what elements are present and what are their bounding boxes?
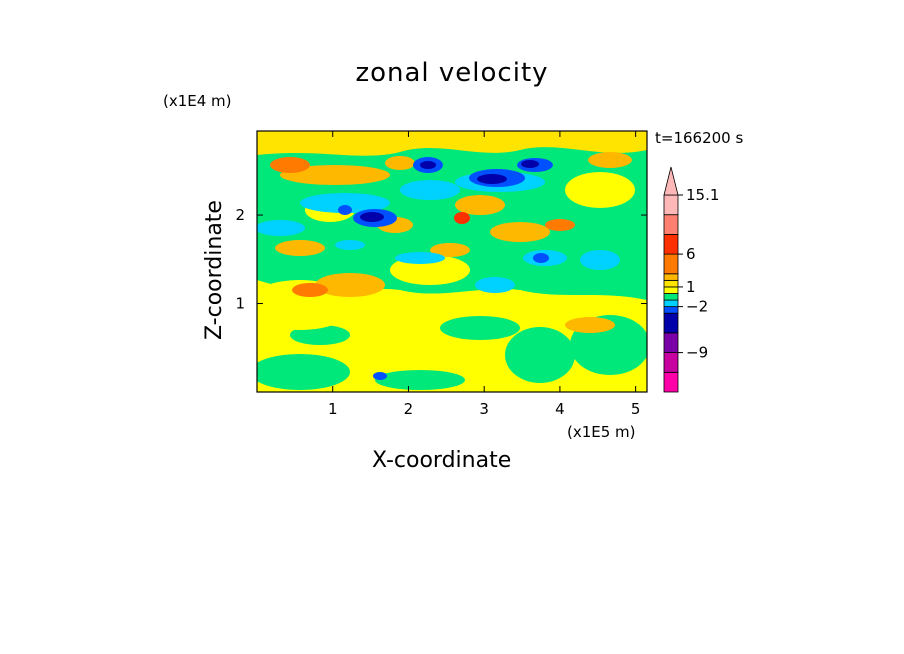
x-tick-label: 4 bbox=[555, 400, 565, 418]
x-axis-label: X-coordinate bbox=[372, 448, 512, 473]
colorbar-bin bbox=[663, 194, 679, 216]
y-tick-label: 2 bbox=[235, 206, 245, 224]
colorbar-bin bbox=[663, 352, 679, 373]
x-tick-label: 5 bbox=[631, 400, 641, 418]
colorbar-label: 6 bbox=[686, 245, 696, 263]
colorbar-bin bbox=[663, 312, 679, 334]
x-tick-label: 3 bbox=[479, 400, 489, 418]
colorbar-bin bbox=[663, 293, 679, 301]
time-label: t=166200 s bbox=[655, 129, 744, 147]
colorbar-label: 15.1 bbox=[686, 186, 719, 204]
y-axis-ticks: 12 bbox=[235, 206, 647, 313]
colorbar-bin bbox=[663, 273, 679, 281]
chart-title: zonal velocity bbox=[355, 58, 549, 88]
colorbar-bin bbox=[663, 253, 679, 275]
x-axis-unit: (x1E5 m) bbox=[567, 423, 636, 441]
colorbar-bin bbox=[663, 299, 679, 308]
colorbar-bin bbox=[663, 233, 679, 255]
x-tick-label: 2 bbox=[404, 400, 414, 418]
colorbar-bin bbox=[663, 214, 679, 235]
x-axis-ticks: 1 2 3 4 5 bbox=[328, 131, 640, 418]
colorbar-extend-max bbox=[663, 166, 679, 196]
y-tick-label: 1 bbox=[235, 295, 245, 313]
y-axis-unit: (x1E4 m) bbox=[163, 92, 232, 110]
colorbar-label: 1 bbox=[686, 278, 696, 296]
colorbar-bin bbox=[663, 332, 679, 353]
colorbar-label: −9 bbox=[686, 344, 708, 362]
colorbar-bin bbox=[663, 306, 679, 314]
colorbar-bin bbox=[663, 286, 679, 294]
plot-frame bbox=[256, 130, 648, 393]
colorbar-bin bbox=[663, 279, 679, 288]
velocity-field bbox=[257, 131, 647, 392]
colorbar-label: −2 bbox=[686, 298, 708, 316]
colorbar-bin bbox=[663, 371, 679, 393]
x-tick-label: 1 bbox=[328, 400, 338, 418]
colorbar: 15.1 6 1 −2 −9 bbox=[663, 166, 719, 393]
